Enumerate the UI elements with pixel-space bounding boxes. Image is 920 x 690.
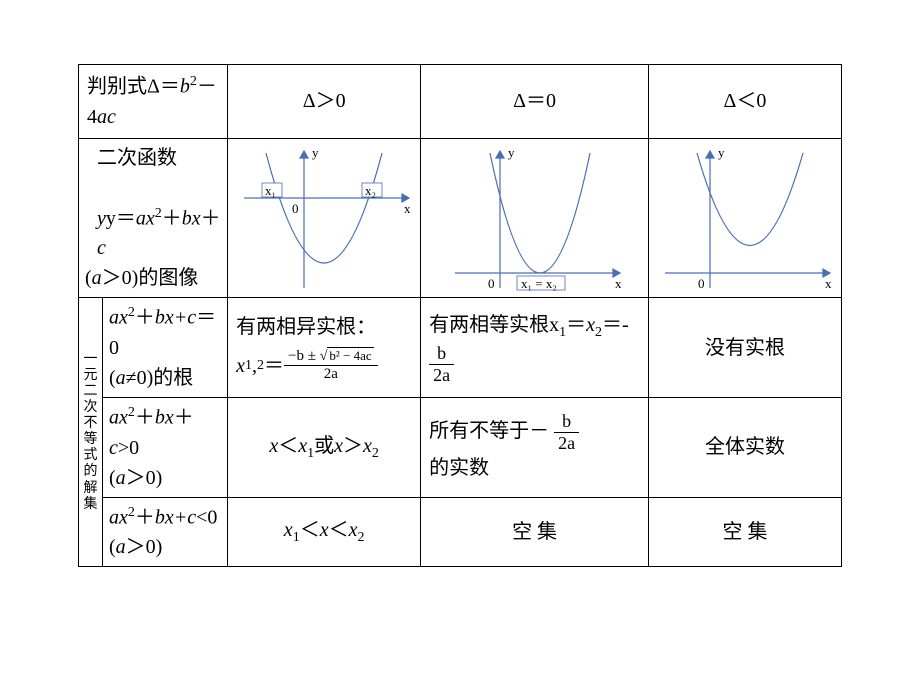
graph-delta-lt: y x 0 xyxy=(648,138,841,298)
discriminant-table: 判别式Δ＝b2－4ac Δ＞0 Δ＝0 Δ＜0 二次函数 yy＝ax2＋bx＋c… xyxy=(78,64,842,567)
roots-delta-gt: 有两相异实根： x1,2＝ −b ± √b² − 4ac 2a xyxy=(228,298,421,398)
vertical-label: 一元二次不等式的解集 xyxy=(79,298,103,567)
row-ineq-lt-label: ax2＋bx+c<0 (a＞0) xyxy=(103,497,228,567)
ineq-lt-delta-eq: 空 集 xyxy=(421,497,649,567)
svg-text:x: x xyxy=(825,276,832,291)
ineq-gt-delta-gt: x＜x1或x＞x2 xyxy=(228,397,421,497)
svg-text:y: y xyxy=(508,145,515,160)
svg-text:0: 0 xyxy=(292,201,299,216)
svg-text:y: y xyxy=(312,145,319,160)
svg-text:x₁: x₁ xyxy=(265,183,276,198)
svg-text:x: x xyxy=(404,201,411,216)
graph-delta-eq: y x 0 x₁ = x₂ xyxy=(421,138,649,298)
svg-text:0: 0 xyxy=(488,276,495,291)
svg-text:0: 0 xyxy=(698,276,705,291)
ineq-gt-delta-lt: 全体实数 xyxy=(648,397,841,497)
roots-delta-eq: 有两相等实根x1＝x2＝- b2a xyxy=(421,298,649,398)
ineq-lt-delta-gt: x1＜x＜x2 xyxy=(228,497,421,567)
ineq-gt-delta-eq: 所有不等于－ b2a 的实数 xyxy=(421,397,649,497)
svg-text:y: y xyxy=(718,145,725,160)
roots-delta-lt: 没有实根 xyxy=(648,298,841,398)
ineq-lt-delta-lt: 空 集 xyxy=(648,497,841,567)
header-delta-gt: Δ＞0 xyxy=(228,65,421,139)
graph-delta-gt: y x 0 x₁ x₂ xyxy=(228,138,421,298)
header-discriminant: 判别式Δ＝b2－4ac xyxy=(79,65,228,139)
row-roots-label: ax2＋bx+c＝0 (a≠0)的根 xyxy=(103,298,228,398)
header-delta-eq: Δ＝0 xyxy=(421,65,649,139)
svg-text:x₁ = x₂: x₁ = x₂ xyxy=(521,276,557,291)
header-delta-lt: Δ＜0 xyxy=(648,65,841,139)
row-ineq-gt-label: ax2＋bx＋c>0 (a＞0) xyxy=(103,397,228,497)
svg-text:x₂: x₂ xyxy=(365,183,376,198)
svg-text:x: x xyxy=(615,276,622,291)
row-func-label: 二次函数 yy＝ax2＋bx＋c (a＞0)的图像 xyxy=(79,138,228,298)
